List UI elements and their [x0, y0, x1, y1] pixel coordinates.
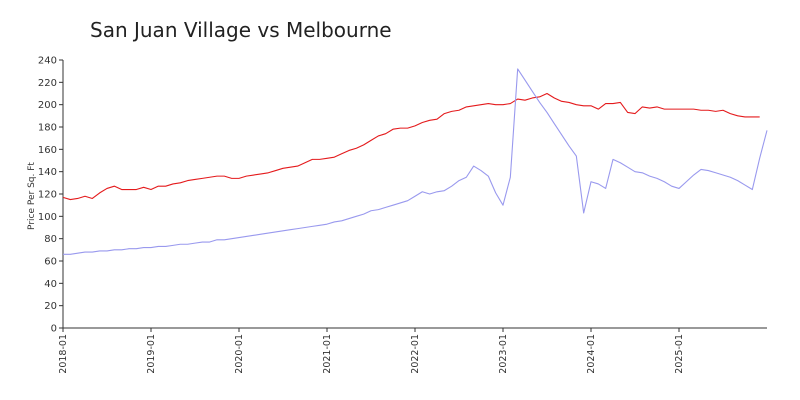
y-tick-label: 140	[38, 167, 57, 178]
y-tick-label: 40	[44, 279, 57, 290]
y-tick-label: 80	[44, 234, 57, 245]
x-tick-label: 2022-01	[410, 334, 421, 374]
series-line-1	[62, 92, 760, 201]
series-layer	[62, 68, 768, 255]
y-tick-label: 220	[38, 78, 57, 89]
chart-title: San Juan Village vs Melbourne	[90, 18, 392, 42]
y-tick-label: 60	[44, 257, 57, 268]
x-tick-label: 2020-01	[234, 334, 245, 374]
y-tick-label: 160	[38, 145, 57, 156]
y-tick-label: 20	[44, 301, 57, 312]
y-tick-label: 100	[38, 212, 57, 223]
x-tick-label: 2021-01	[322, 334, 333, 374]
y-tick-label: 120	[38, 190, 57, 201]
x-tick-label: 2019-01	[146, 334, 157, 374]
x-tick-label: 2025-01	[674, 334, 685, 374]
axes: 0 20 40 60 80 100 120 140 160 180 200 220 240 2018-01…	[38, 56, 767, 374]
x-tick-label: 2018-01	[58, 334, 69, 374]
y-axis-label: Price Per Sq. Ft	[27, 162, 37, 230]
x-tick-label: 2023-01	[498, 334, 509, 374]
y-tick-label: 180	[38, 123, 57, 134]
series-line-2	[63, 68, 768, 255]
y-tick-label: 200	[38, 100, 57, 111]
y-tick-label: 0	[51, 324, 57, 335]
y-tick-label: 240	[38, 56, 57, 67]
x-tick-label: 2024-01	[586, 334, 597, 374]
